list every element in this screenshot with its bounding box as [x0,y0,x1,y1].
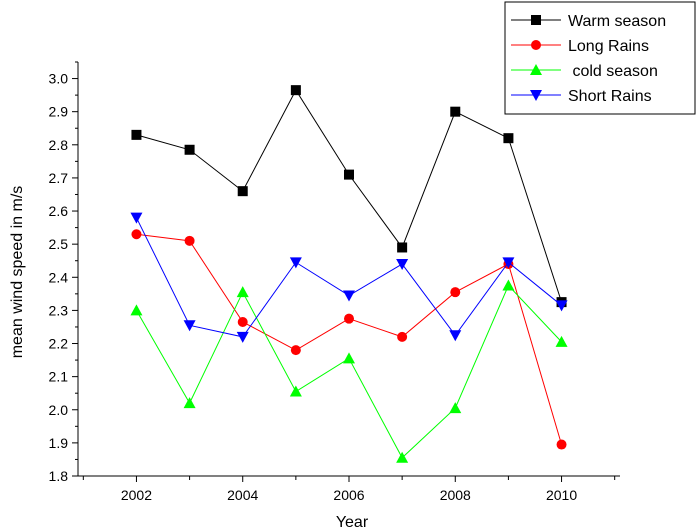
legend-label: cold season [568,63,658,80]
data-point [237,186,248,197]
x-tick-label: 2002 [121,487,152,503]
y-tick-label: 2.2 [49,336,69,352]
data-point [397,331,408,342]
legend-marker [530,64,542,75]
x-axis-title: Year [336,514,369,531]
data-point [450,106,461,117]
y-tick-label: 2.3 [49,302,69,318]
data-point [397,242,408,253]
data-point [555,300,568,312]
legend-item: Short Rains [511,88,652,105]
data-point [236,286,249,298]
data-point [449,330,462,342]
x-tick-label: 2004 [227,487,258,503]
legend-label: Short Rains [568,88,652,105]
data-point [344,169,354,180]
data-point [236,331,249,343]
x-tick-label: 2010 [546,487,577,503]
y-tick-label: 2.9 [49,104,69,120]
legend-item: cold season [511,63,658,80]
y-tick-label: 2.4 [49,269,69,285]
data-point [502,257,515,269]
y-tick-label: 2.5 [49,236,69,252]
series-cold-season [130,279,568,463]
series-line [136,284,562,459]
data-point [183,397,196,409]
legend-item: Warm season [511,13,666,30]
series-long-rains [131,229,567,450]
data-point [555,335,568,347]
y-tick-label: 3.0 [49,71,69,87]
y-tick-label: 2.1 [49,369,69,385]
legend-marker [531,15,541,25]
data-point [184,235,195,246]
data-point [396,451,409,463]
y-tick-label: 1.9 [49,435,69,451]
y-tick-label: 1.8 [49,468,69,484]
y-tick-label: 2.8 [49,137,69,153]
data-point [290,345,301,356]
x-tick-label: 2006 [333,487,364,503]
data-point [556,439,567,450]
legend: Warm season Long Rains cold season Short R… [504,1,696,115]
data-point [237,316,248,327]
data-point [183,320,196,332]
y-axis-title: mean wind speed in m/s [9,186,26,359]
data-point [130,212,143,224]
data-point [396,259,409,271]
data-point [503,133,514,144]
data-point [130,304,143,316]
series-line [136,233,563,445]
legend-label: Long Rains [568,38,649,55]
series-short-rains [130,212,568,343]
y-tick-label: 2.7 [49,170,69,186]
series-layer [130,85,568,463]
data-point [131,229,142,240]
data-point [450,287,461,298]
data-point [343,352,355,364]
y-tick-label: 2.6 [49,203,69,219]
data-point [289,257,302,269]
x-tick-label: 2008 [440,487,471,503]
data-point [344,313,354,324]
data-point [289,385,302,397]
series-line [136,89,563,303]
legend-marker [530,90,542,101]
data-point [449,402,462,414]
data-point [502,279,515,291]
data-point [343,290,355,302]
data-point [131,129,142,140]
legend-marker [531,40,541,50]
legend-item: Long Rains [511,38,649,55]
legend-label: Warm season [568,13,666,30]
series-warm-season [131,85,567,308]
data-point [290,85,301,96]
data-point [184,144,195,155]
axes: 1.8 1.9 2.0 2.1 2.2 2.3 2.4 2.5 2.6 2.7 2.8 2.9 3.0 2… [49,61,620,503]
y-tick-label: 2.0 [49,402,69,418]
